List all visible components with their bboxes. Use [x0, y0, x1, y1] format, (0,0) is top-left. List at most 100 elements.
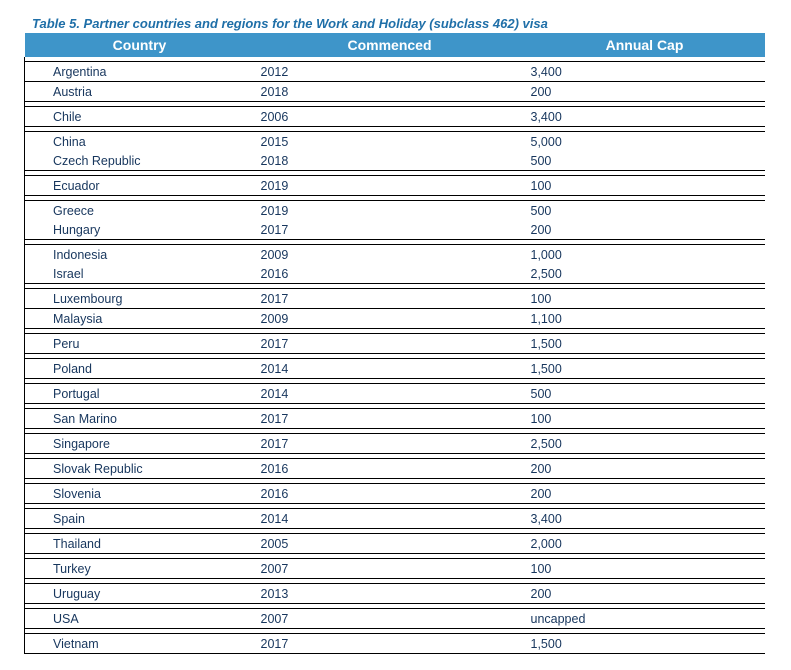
table-row: USA2007uncapped	[25, 609, 765, 629]
table-row: San Marino2017100	[25, 409, 765, 429]
cell-country: Greece	[25, 201, 255, 221]
cell-cap: 200	[525, 484, 765, 504]
cell-country: Israel	[25, 264, 255, 284]
cell-cap: 2,000	[525, 534, 765, 554]
cell-commenced: 2016	[255, 264, 525, 284]
table-row: Israel20162,500	[25, 264, 765, 284]
cell-commenced: 2014	[255, 509, 525, 529]
table-row: Singapore20172,500	[25, 434, 765, 454]
cell-commenced: 2016	[255, 459, 525, 479]
cell-country: Thailand	[25, 534, 255, 554]
cell-cap: 1,000	[525, 245, 765, 265]
cell-country: Slovenia	[25, 484, 255, 504]
table-row: Portugal2014500	[25, 384, 765, 404]
cell-country: Ecuador	[25, 176, 255, 196]
cell-commenced: 2006	[255, 107, 525, 127]
cell-commenced: 2015	[255, 132, 525, 152]
cell-country: Singapore	[25, 434, 255, 454]
cell-cap: 200	[525, 584, 765, 604]
cell-commenced: 2017	[255, 289, 525, 309]
table-row: Austria2018200	[25, 82, 765, 102]
cell-commenced: 2009	[255, 245, 525, 265]
cell-commenced: 2019	[255, 201, 525, 221]
cell-commenced: 2018	[255, 82, 525, 102]
cell-country: Argentina	[25, 62, 255, 82]
col-commenced: Commenced	[255, 33, 525, 57]
cell-country: Chile	[25, 107, 255, 127]
cell-cap: 1,100	[525, 309, 765, 329]
cell-cap: uncapped	[525, 609, 765, 629]
cell-cap: 3,400	[525, 107, 765, 127]
table-row: Turkey2007100	[25, 559, 765, 579]
cell-commenced: 2012	[255, 62, 525, 82]
table-header-row: Country Commenced Annual Cap	[25, 33, 765, 57]
table-row: Greece2019500	[25, 201, 765, 221]
cell-cap: 2,500	[525, 434, 765, 454]
cell-commenced: 2009	[255, 309, 525, 329]
cell-cap: 200	[525, 82, 765, 102]
cell-commenced: 2017	[255, 434, 525, 454]
cell-commenced: 2013	[255, 584, 525, 604]
cell-cap: 500	[525, 384, 765, 404]
table-row: Spain20143,400	[25, 509, 765, 529]
col-country: Country	[25, 33, 255, 57]
cell-cap: 500	[525, 151, 765, 171]
cell-commenced: 2017	[255, 220, 525, 240]
table-title: Table 5. Partner countries and regions f…	[32, 16, 767, 31]
cell-commenced: 2018	[255, 151, 525, 171]
table-row: Vietnam20171,500	[25, 634, 765, 654]
table-row: Ecuador2019100	[25, 176, 765, 196]
cell-cap: 1,500	[525, 634, 765, 654]
cell-country: Slovak Republic	[25, 459, 255, 479]
cell-cap: 200	[525, 220, 765, 240]
cell-cap: 1,500	[525, 334, 765, 354]
visa-partner-table: Country Commenced Annual Cap Argentina20…	[24, 33, 765, 654]
table-row: Poland20141,500	[25, 359, 765, 379]
col-cap: Annual Cap	[525, 33, 765, 57]
cell-country: Portugal	[25, 384, 255, 404]
table-row: Luxembourg2017100	[25, 289, 765, 309]
table-row: Slovenia2016200	[25, 484, 765, 504]
cell-commenced: 2007	[255, 559, 525, 579]
table-row: Uruguay2013200	[25, 584, 765, 604]
cell-cap: 3,400	[525, 62, 765, 82]
cell-country: Peru	[25, 334, 255, 354]
cell-country: Vietnam	[25, 634, 255, 654]
cell-commenced: 2017	[255, 409, 525, 429]
table-row: Chile20063,400	[25, 107, 765, 127]
cell-country: Indonesia	[25, 245, 255, 265]
cell-country: San Marino	[25, 409, 255, 429]
cell-country: USA	[25, 609, 255, 629]
cell-cap: 500	[525, 201, 765, 221]
cell-country: Austria	[25, 82, 255, 102]
cell-country: Luxembourg	[25, 289, 255, 309]
cell-commenced: 2017	[255, 634, 525, 654]
cell-country: China	[25, 132, 255, 152]
table-row: China20155,000	[25, 132, 765, 152]
cell-country: Uruguay	[25, 584, 255, 604]
cell-country: Malaysia	[25, 309, 255, 329]
cell-commenced: 2019	[255, 176, 525, 196]
cell-commenced: 2014	[255, 359, 525, 379]
cell-country: Turkey	[25, 559, 255, 579]
table-row: Czech Republic2018500	[25, 151, 765, 171]
cell-cap: 2,500	[525, 264, 765, 284]
cell-country: Czech Republic	[25, 151, 255, 171]
cell-commenced: 2005	[255, 534, 525, 554]
cell-cap: 100	[525, 409, 765, 429]
cell-commenced: 2016	[255, 484, 525, 504]
cell-cap: 100	[525, 176, 765, 196]
cell-cap: 3,400	[525, 509, 765, 529]
table-row: Malaysia20091,100	[25, 309, 765, 329]
cell-commenced: 2014	[255, 384, 525, 404]
cell-cap: 200	[525, 459, 765, 479]
cell-country: Spain	[25, 509, 255, 529]
cell-cap: 1,500	[525, 359, 765, 379]
cell-commenced: 2017	[255, 334, 525, 354]
cell-commenced: 2007	[255, 609, 525, 629]
table-body: Argentina20123,400Austria2018200Chile200…	[25, 57, 765, 654]
table-row: Peru20171,500	[25, 334, 765, 354]
cell-cap: 5,000	[525, 132, 765, 152]
table-row: Thailand20052,000	[25, 534, 765, 554]
cell-cap: 100	[525, 559, 765, 579]
